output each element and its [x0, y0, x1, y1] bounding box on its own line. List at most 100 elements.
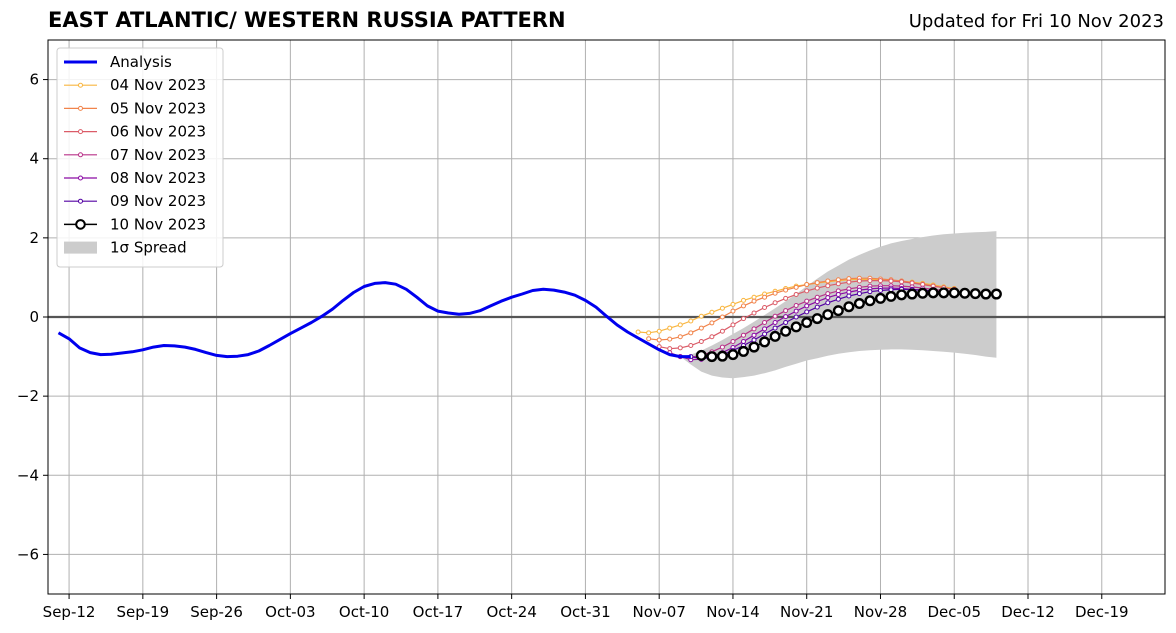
forecast-marker — [917, 287, 929, 299]
x-tick-label: Nov-07 — [633, 603, 686, 621]
forecast-marker — [759, 336, 771, 348]
forecast-marker — [980, 288, 992, 300]
forecast-marker — [846, 289, 852, 295]
forecast-marker — [793, 291, 799, 297]
x-tick-label: Oct-31 — [560, 603, 610, 621]
forecast-marker — [656, 337, 662, 343]
forecast-marker — [751, 298, 757, 304]
forecast-marker — [719, 305, 725, 311]
forecast-marker — [762, 294, 768, 300]
forecast-marker — [835, 281, 841, 287]
forecast-marker — [814, 304, 820, 310]
forecast-marker — [888, 278, 894, 284]
forecast-marker — [716, 350, 728, 362]
forecast-marker — [695, 349, 707, 361]
forecast-marker — [740, 316, 746, 322]
x-tick-label: Oct-10 — [339, 603, 389, 621]
forecast-marker — [877, 278, 883, 284]
forecast-marker — [667, 325, 673, 331]
forecast-marker — [783, 320, 789, 326]
forecast-marker — [740, 339, 746, 345]
x-tick-label: Sep-26 — [190, 603, 243, 621]
forecast-marker — [772, 320, 778, 326]
forecast-marker — [719, 314, 725, 320]
forecast-marker — [877, 287, 883, 293]
forecast-marker — [762, 320, 768, 326]
legend-label: 04 Nov 2023 — [110, 76, 206, 94]
legend-box — [56, 47, 224, 268]
forecast-marker — [990, 288, 1002, 300]
forecast-marker — [646, 330, 652, 336]
y-tick-label: −4 — [17, 466, 39, 484]
x-tick-label: Nov-28 — [854, 603, 907, 621]
legend-label: 08 Nov 2023 — [110, 169, 206, 187]
forecast-marker — [667, 336, 673, 342]
forecast-marker — [709, 334, 715, 340]
legend-swatch-spread — [64, 241, 97, 254]
forecast-marker — [772, 290, 778, 296]
forecast-marker — [740, 332, 746, 338]
x-axis-ticks: Sep-12 Sep-19 Sep-26 Oct-03 Oct-10 Oct-17 Oct-… — [43, 594, 1129, 621]
forecast-marker — [856, 278, 862, 284]
forecast-marker — [835, 291, 841, 297]
forecast-marker — [793, 308, 799, 314]
forecast-marker — [825, 295, 831, 301]
x-tick-label: Oct-24 — [486, 603, 536, 621]
forecast-marker — [635, 329, 641, 335]
forecast-marker — [769, 330, 781, 342]
legend-swatch-marker — [78, 152, 83, 158]
forecast-marker — [751, 310, 757, 316]
y-tick-label: −6 — [17, 545, 39, 563]
forecast-marker — [822, 309, 834, 321]
forecast-marker — [906, 288, 918, 300]
forecast-marker — [793, 303, 799, 309]
forecast-marker — [751, 337, 757, 343]
legend-label: 07 Nov 2023 — [110, 146, 206, 164]
legend-swatch-marker — [75, 219, 86, 230]
chart-updated-date: Updated for Fri 10 Nov 2023 — [908, 11, 1164, 32]
legend-label: 10 Nov 2023 — [110, 215, 206, 233]
forecast-marker — [740, 303, 746, 309]
legend-label: 05 Nov 2023 — [110, 99, 206, 117]
forecast-marker — [737, 345, 749, 357]
chart-title: EAST ATLANTIC/ WESTERN RUSSIA PATTERN — [48, 8, 566, 32]
forecast-marker — [835, 277, 841, 283]
forecast-marker — [667, 346, 673, 352]
forecast-marker — [896, 289, 908, 301]
forecast-marker — [698, 313, 704, 319]
forecast-marker — [730, 322, 736, 328]
forecast-marker — [783, 295, 789, 301]
forecast-marker — [899, 279, 905, 285]
y-tick-label: 0 — [29, 308, 39, 326]
analysis-layer — [57, 281, 691, 359]
legend-swatch-marker — [78, 129, 83, 135]
forecast-marker — [846, 279, 852, 285]
forecast-marker — [814, 299, 820, 305]
legend-label: Analysis — [110, 53, 172, 71]
forecast-marker — [762, 305, 768, 311]
forecast-marker — [814, 285, 820, 291]
forecast-marker — [825, 300, 831, 306]
forecast-marker — [783, 287, 789, 293]
forecast-marker — [772, 325, 778, 331]
x-tick-label: Dec-12 — [1001, 603, 1055, 621]
forecast-marker — [748, 341, 760, 353]
forecast-marker — [959, 287, 971, 299]
forecast-marker — [677, 345, 683, 351]
forecast-marker — [825, 278, 831, 284]
forecast-marker — [688, 342, 694, 348]
forecast-marker — [874, 292, 886, 304]
forecast-marker — [927, 287, 939, 299]
forecast-marker — [853, 298, 865, 310]
forecast-marker — [730, 308, 736, 314]
forecast-marker — [867, 289, 873, 295]
analysis-line — [57, 281, 691, 359]
x-tick-label: Oct-03 — [265, 603, 315, 621]
x-tick-label: Nov-14 — [706, 603, 759, 621]
forecast-marker — [804, 288, 810, 294]
forecast-marker — [751, 326, 757, 332]
y-tick-label: −2 — [17, 387, 39, 405]
forecast-marker — [783, 314, 789, 320]
forecast-marker — [688, 330, 694, 336]
